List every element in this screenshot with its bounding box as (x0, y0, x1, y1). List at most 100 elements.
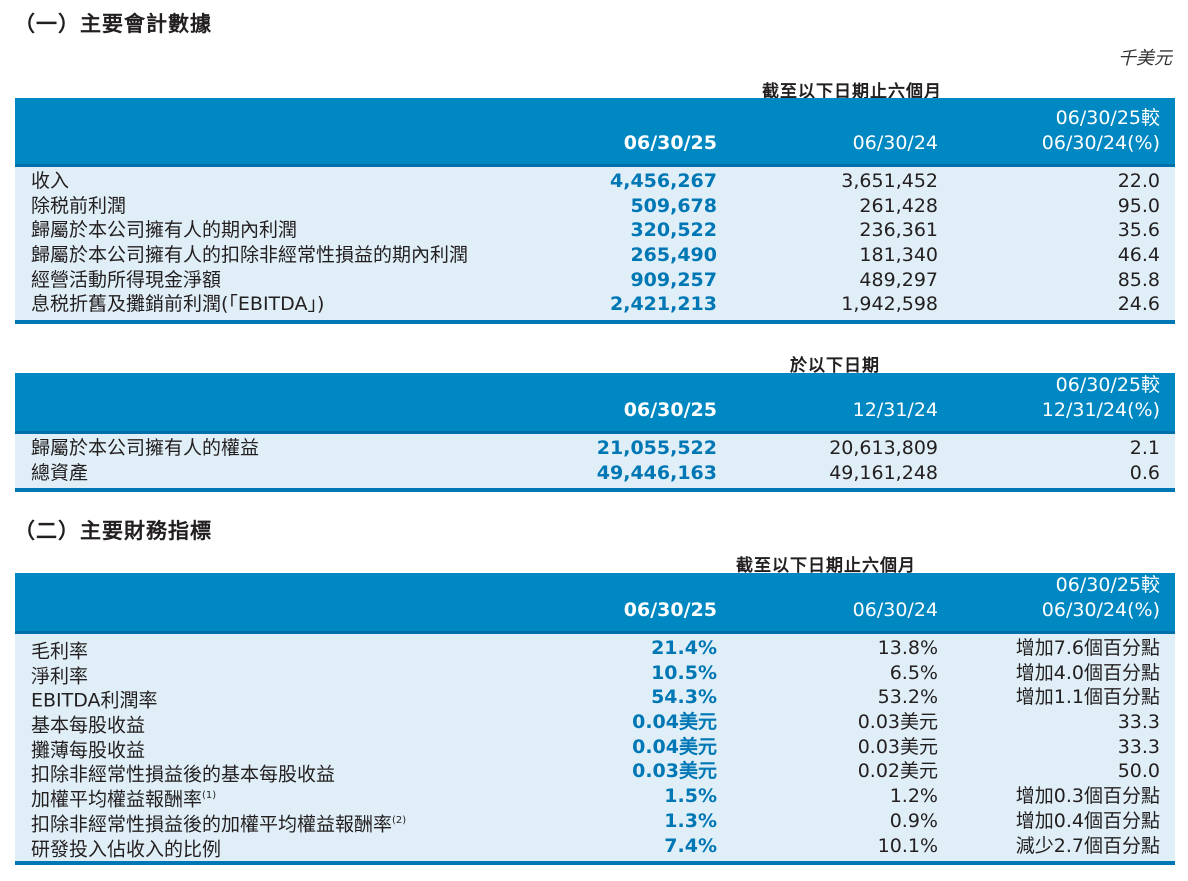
header-prior: 06/30/24 (852, 599, 938, 621)
table-row: 加權平均權益報酬率(1) 1.5% 1.2% 增加0.3個百分點 (15, 784, 1175, 811)
value-prior: 0.9% (889, 809, 938, 832)
unit-label: 千美元 (1118, 48, 1172, 69)
value-change: 增加7.6個百分點 (1015, 637, 1160, 659)
table-header: 06/30/25 12/31/24 06/30/25較 12/31/24(%) (15, 373, 1175, 434)
value-prior: 6.5% (889, 661, 938, 684)
table-row: 基本每股收益 0.04美元 0.03美元 33.3 (15, 710, 1175, 737)
value-current: 7.4% (664, 834, 717, 857)
row-label: 淨利率 (31, 665, 89, 688)
row-label: 歸屬於本公司擁有人的扣除非經常性損益的期內利潤 (31, 244, 469, 267)
table-row: 歸屬於本公司擁有人的期內利潤 320,522 236,361 35.6 (15, 218, 1175, 243)
value-prior: 20,613,809 (829, 437, 938, 459)
table-row: 除税前利潤 509,678 261,428 95.0 (15, 194, 1175, 219)
row-label: 除税前利潤 (31, 194, 127, 217)
header-current: 06/30/25 (623, 132, 717, 154)
header-change: 06/30/25較 06/30/24(%) (1041, 107, 1160, 154)
header-current: 06/30/25 (623, 399, 717, 421)
table1-caption: 截至以下日期止六個月 (762, 82, 942, 102)
value-change: 33.3 (1117, 711, 1160, 734)
row-label: 扣除非經常性損益後的基本每股收益 (31, 763, 336, 786)
value-current: 10.5% (651, 661, 717, 684)
value-change: 50.0 (1117, 760, 1160, 783)
section-title-accounting-data: （一）主要會計數據 (14, 12, 212, 36)
value-current: 0.04美元 (632, 711, 717, 734)
value-change: 35.6 (1117, 219, 1160, 242)
value-prior: 49,161,248 (829, 461, 938, 484)
value-prior: 0.03美元 (857, 711, 938, 734)
value-change: 85.8 (1117, 268, 1160, 291)
table-row: 攤薄每股收益 0.04美元 0.03美元 33.3 (15, 735, 1175, 762)
table-header: 06/30/25 06/30/24 06/30/25較 06/30/24(%) (15, 573, 1175, 634)
row-label: 攤薄每股收益 (31, 739, 146, 762)
table3-caption: 截至以下日期止六個月 (736, 556, 916, 576)
value-change: 減少2.7個百分點 (1015, 834, 1160, 857)
header-prior: 12/31/24 (852, 399, 938, 421)
value-prior: 10.1% (877, 834, 938, 857)
row-label: 加權平均權益報酬率(1) (31, 788, 217, 811)
row-label: 總資產 (31, 461, 89, 484)
value-change: 46.4 (1117, 244, 1160, 267)
value-prior: 1,942,598 (841, 293, 938, 316)
value-current: 54.3% (651, 686, 717, 709)
value-change: 增加4.0個百分點 (1015, 661, 1160, 684)
value-change: 0.6 (1129, 461, 1160, 484)
value-prior: 261,428 (859, 194, 938, 217)
value-current: 265,490 (630, 244, 717, 267)
table2-caption: 於以下日期 (790, 356, 880, 376)
value-current: 320,522 (630, 219, 717, 242)
header-change: 06/30/25較 12/31/24(%) (1041, 374, 1160, 421)
value-current: 2,421,213 (610, 293, 717, 316)
table-body: 歸屬於本公司擁有人的權益 21,055,522 20,613,809 2.1 總資產 49… (15, 434, 1175, 493)
table-row: 扣除非經常性損益後的基本每股收益 0.03美元 0.02美元 50.0 (15, 759, 1175, 786)
value-prior: 13.8% (877, 637, 938, 659)
row-label: 收入 (31, 170, 70, 192)
row-label: 經營活動所得現金淨額 (31, 268, 222, 291)
table-row: 毛利率 21.4% 13.8% 增加7.6個百分點 (15, 636, 1175, 663)
value-prior: 0.03美元 (857, 735, 938, 758)
value-current: 1.5% (664, 785, 717, 808)
value-current: 21,055,522 (596, 437, 717, 459)
table-row: EBITDA利潤率 54.3% 53.2% 增加1.1個百分點 (15, 685, 1175, 712)
row-label: EBITDA利潤率 (31, 689, 158, 712)
row-label: 歸屬於本公司擁有人的權益 (31, 437, 260, 459)
value-change: 2.1 (1129, 437, 1160, 459)
value-prior: 489,297 (859, 268, 938, 291)
value-prior: 0.02美元 (857, 760, 938, 783)
value-change: 22.0 (1117, 170, 1160, 192)
table-row: 總資產 49,446,163 49,161,248 0.6 (15, 461, 1175, 486)
value-current: 1.3% (664, 809, 717, 832)
table-body: 毛利率 21.4% 13.8% 增加7.6個百分點 淨利率 10.5% 6.5% 增加4.0個… (15, 634, 1175, 866)
header-change: 06/30/25較 06/30/24(%) (1041, 574, 1160, 621)
header-prior: 06/30/24 (852, 132, 938, 154)
row-label: 基本每股收益 (31, 714, 146, 737)
accounting-data-table: 06/30/25 06/30/24 06/30/25較 06/30/24(%) 收… (15, 98, 1175, 325)
table-row: 歸屬於本公司擁有人的權益 21,055,522 20,613,809 2.1 (15, 436, 1175, 461)
value-change: 增加0.3個百分點 (1015, 785, 1160, 808)
row-label: 研發投入佔收入的比例 (31, 837, 222, 860)
section-title-financial-indicators: （二）主要財務指標 (14, 519, 212, 543)
equity-assets-table: 06/30/25 12/31/24 06/30/25較 12/31/24(%) 歸… (15, 373, 1175, 493)
footnote-marker: (1) (202, 790, 217, 802)
table-row: 歸屬於本公司擁有人的扣除非經常性損益的期內利潤 265,490 181,340 46.… (15, 243, 1175, 268)
row-label: 息税折舊及攤銷前利潤(「EBITDA」) (31, 293, 325, 316)
row-label: 歸屬於本公司擁有人的期內利潤 (31, 219, 298, 242)
financial-indicators-table: 06/30/25 06/30/24 06/30/25較 06/30/24(%) 毛… (15, 573, 1175, 866)
table-row: 經營活動所得現金淨額 909,257 489,297 85.8 (15, 268, 1175, 293)
value-prior: 53.2% (877, 686, 938, 709)
table-header: 06/30/25 06/30/24 06/30/25較 06/30/24(%) (15, 98, 1175, 167)
table-row: 研發投入佔收入的比例 7.4% 10.1% 減少2.7個百分點 (15, 834, 1175, 860)
table-row: 收入 4,456,267 3,651,452 22.0 (15, 169, 1175, 194)
table-body: 收入 4,456,267 3,651,452 22.0 除税前利潤 509,678 261,… (15, 167, 1175, 325)
header-current: 06/30/25 (623, 599, 717, 621)
value-current: 4,456,267 (610, 170, 717, 192)
value-prior: 1.2% (889, 785, 938, 808)
value-current: 0.04美元 (632, 735, 717, 758)
value-prior: 236,361 (859, 219, 938, 242)
row-label: 毛利率 (31, 640, 89, 663)
table-row: 淨利率 10.5% 6.5% 增加4.0個百分點 (15, 661, 1175, 688)
value-current: 0.03美元 (632, 760, 717, 783)
value-change: 增加0.4個百分點 (1015, 809, 1160, 832)
value-change: 增加1.1個百分點 (1015, 686, 1160, 709)
value-current: 49,446,163 (596, 461, 717, 484)
value-current: 509,678 (630, 194, 717, 217)
